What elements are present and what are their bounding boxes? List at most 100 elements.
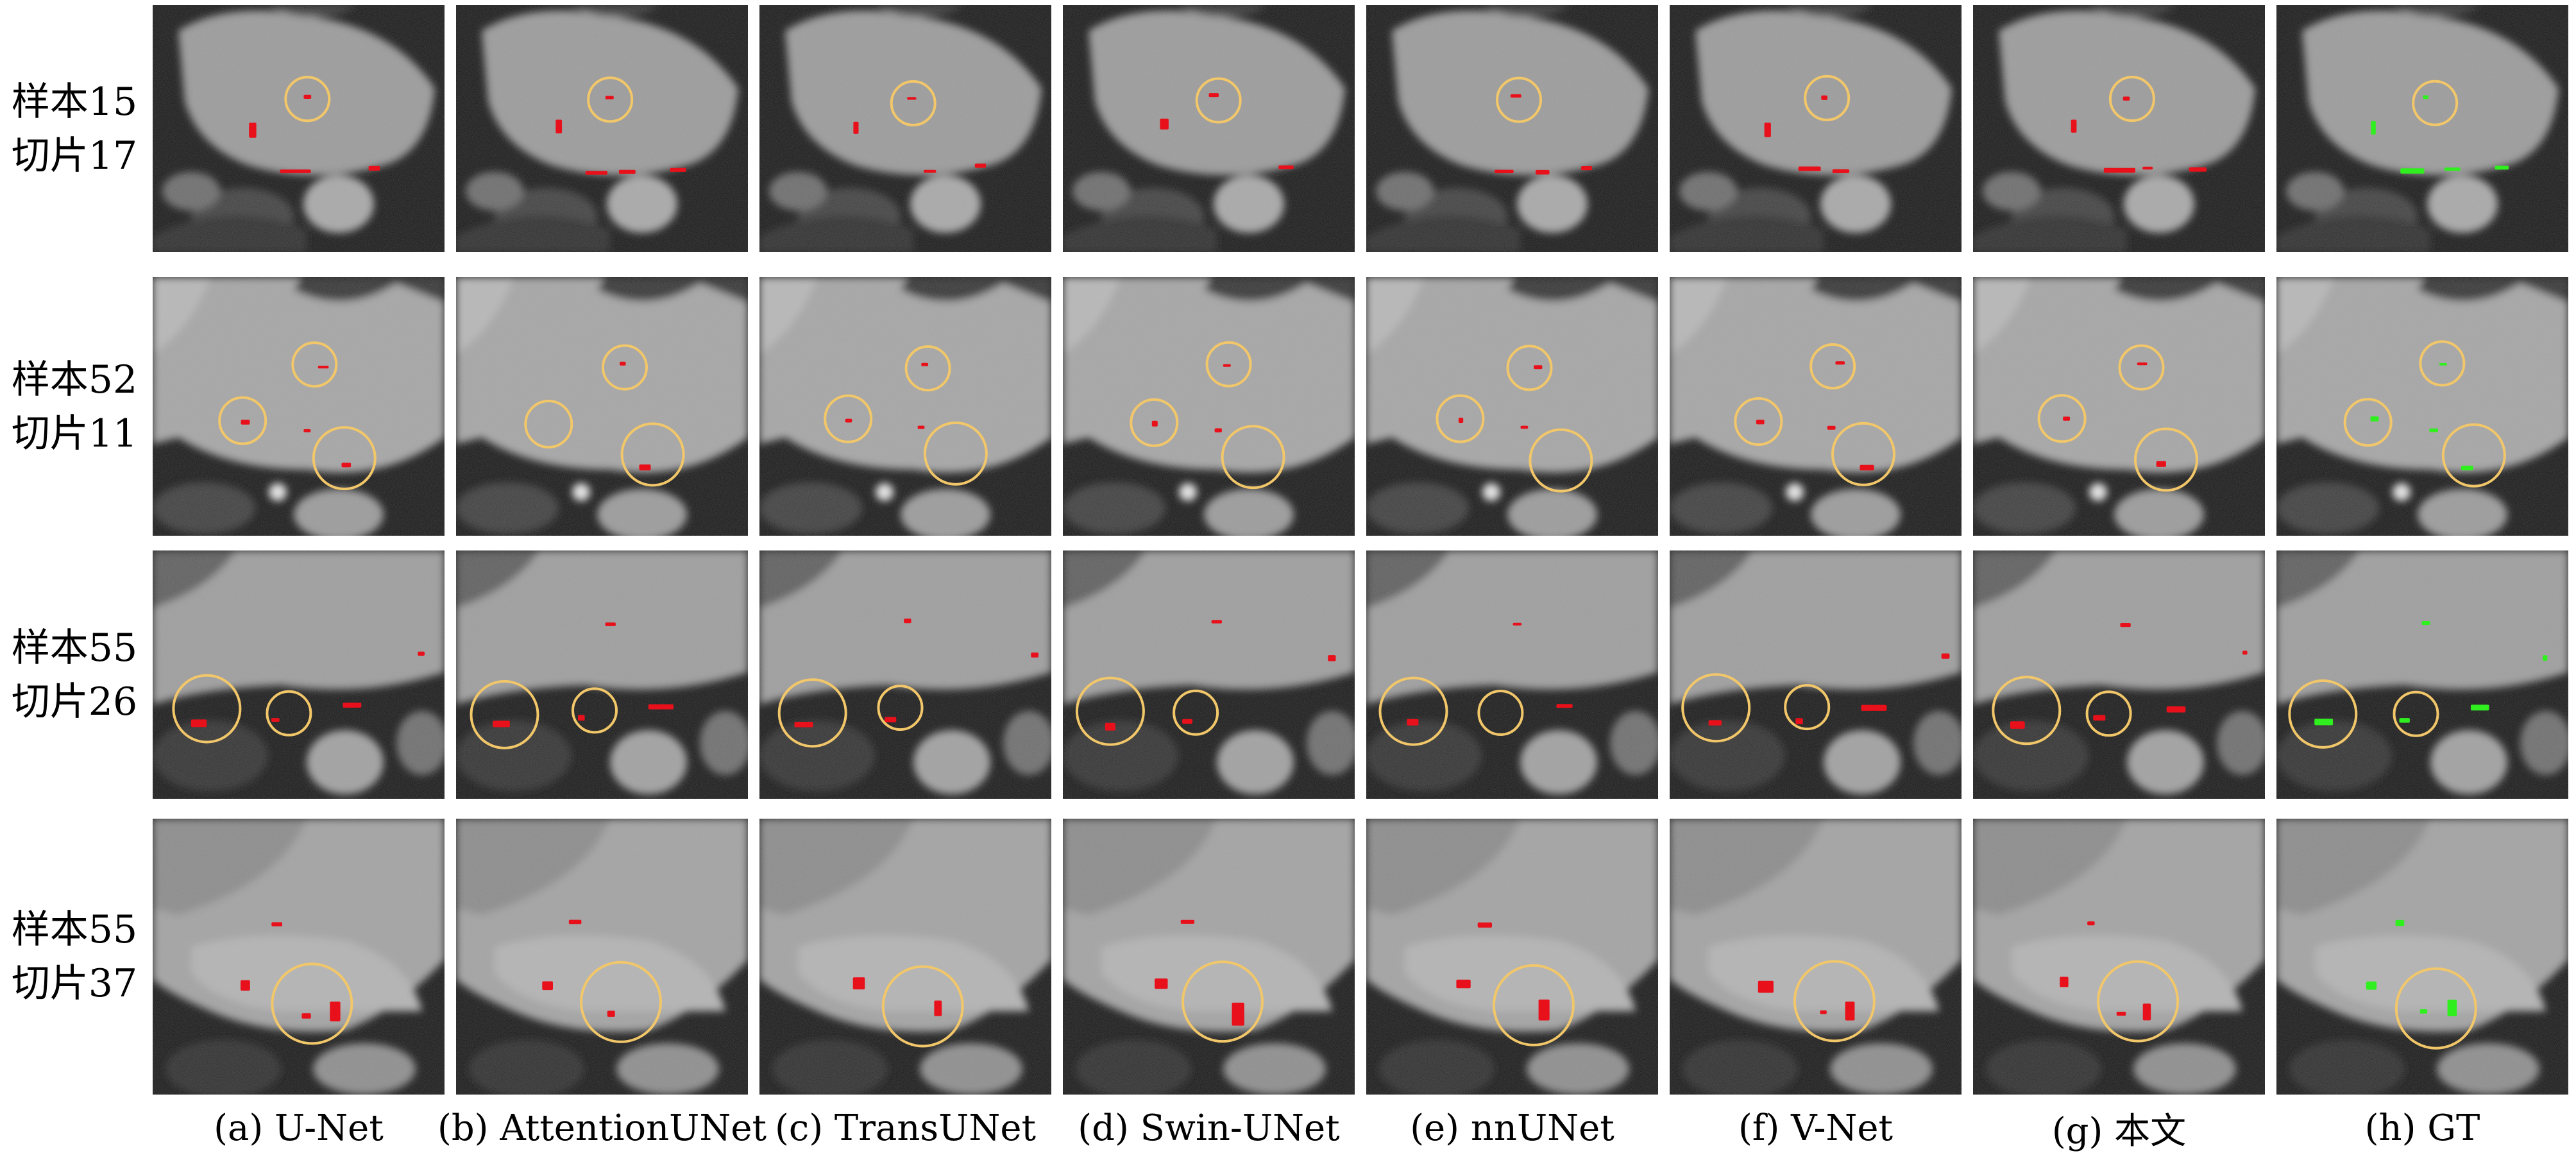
- prediction-mask: [845, 362, 929, 429]
- predicted-region: [271, 718, 280, 722]
- predicted-region: [2120, 623, 2131, 627]
- roi-highlight-circle: [2085, 690, 2132, 737]
- ground-truth-mask: [2370, 363, 2473, 471]
- mri-slice-image: [153, 277, 445, 536]
- mri-slice-image: [1973, 277, 2265, 536]
- gt-region: [2439, 363, 2447, 366]
- roi-circles: [1182, 960, 1264, 1043]
- predicted-region: [639, 464, 651, 471]
- prediction-mask: [2063, 362, 2166, 467]
- mri-tile-row2-d: [1063, 277, 1355, 536]
- predicted-region: [974, 163, 987, 168]
- gt-region: [2423, 95, 2428, 99]
- predicted-region: [368, 166, 380, 171]
- mri-slice-image: [1063, 550, 1355, 799]
- prediction-mask: [1407, 622, 1573, 726]
- roi-highlight-circle: [1681, 673, 1751, 743]
- mri-tile-row2-a: [153, 277, 445, 536]
- mri-slice-image: [1973, 819, 2265, 1095]
- roi-highlight-circle: [1173, 689, 1219, 736]
- predicted-region: [2093, 715, 2106, 721]
- roi-highlight-circle: [2343, 398, 2393, 447]
- column-caption-b: (b) AttentionUNet: [437, 1107, 767, 1149]
- prediction-mask: [2060, 921, 2151, 1021]
- prediction-mask: [1764, 95, 1850, 173]
- prediction-mask: [249, 94, 380, 173]
- roi-highlight-circle: [1075, 676, 1145, 746]
- mri-slice-image: [1063, 819, 1355, 1095]
- predicted-region: [241, 980, 250, 991]
- predicted-region: [1458, 418, 1464, 423]
- roi-highlight-circle: [1734, 397, 1783, 446]
- predicted-region: [1510, 94, 1521, 98]
- roi-highlight-circle: [291, 341, 338, 388]
- predicted-region: [1798, 166, 1821, 171]
- roi-circles: [2097, 960, 2180, 1043]
- mri-tile-row1-b: [456, 5, 748, 252]
- predicted-region: [1795, 718, 1803, 724]
- mri-slice-image: [2276, 550, 2568, 799]
- predicted-region: [2156, 461, 2166, 467]
- predicted-region: [1845, 1002, 1855, 1021]
- ground-truth-mask: [2366, 919, 2457, 1016]
- mri-slice-image: [1973, 5, 2265, 252]
- roi-circles: [524, 344, 685, 487]
- gt-region: [2470, 704, 2489, 711]
- roi-highlight-circle: [1477, 690, 1524, 736]
- predicted-region: [1495, 169, 1514, 173]
- prediction-mask: [493, 622, 674, 728]
- mri-tile-row1-a: [153, 5, 445, 252]
- row-slice-label: 切片17: [11, 133, 138, 178]
- mri-tile-row2-h: [2276, 277, 2568, 536]
- roi-highlight-circle: [271, 962, 353, 1045]
- row-sample-label: 样本55: [11, 625, 138, 670]
- predicted-region: [191, 719, 207, 728]
- roi-highlight-circle: [1436, 394, 1485, 443]
- roi-highlight-circle: [890, 80, 936, 126]
- mri-slice-image: [2276, 819, 2568, 1095]
- roi-circles: [2394, 967, 2477, 1050]
- roi-highlight-circle: [2134, 427, 2198, 492]
- prediction-mask: [1456, 922, 1550, 1021]
- predicted-region: [2142, 1003, 2151, 1021]
- roi-highlight-circle: [1492, 964, 1575, 1046]
- prediction-mask: [1756, 361, 1874, 471]
- row-label-1: 样本15 切片17: [0, 5, 149, 252]
- predicted-region: [2242, 651, 2248, 655]
- predicted-region: [1105, 722, 1115, 731]
- predicted-region: [2071, 119, 2077, 133]
- column-caption-g: (g) 本文: [2051, 1110, 2187, 1152]
- mri-slice-image: [456, 819, 748, 1095]
- roi-highlight-circle: [1130, 398, 1179, 447]
- roi-circles: [824, 345, 988, 486]
- prediction-mask: [1155, 919, 1244, 1026]
- roi-highlight-circle: [923, 421, 988, 486]
- gt-region: [2421, 621, 2430, 626]
- mri-tile-row1-c: [759, 5, 1051, 252]
- predicted-region: [2142, 166, 2153, 170]
- prediction-mask: [853, 97, 987, 173]
- predicted-region: [1211, 620, 1222, 624]
- predicted-region: [280, 169, 311, 173]
- column-caption-a: (a) U-Net: [214, 1107, 384, 1149]
- predicted-region: [555, 119, 563, 133]
- prediction-mask: [1160, 93, 1294, 169]
- roi-circles: [1734, 343, 1895, 486]
- predicted-region: [2116, 1011, 2126, 1016]
- column-caption-h: (h) GT: [2364, 1107, 2480, 1149]
- roi-highlight-circle: [2108, 76, 2155, 123]
- row-sample-label: 样本55: [11, 907, 138, 952]
- row-sample-label: 样本15: [11, 79, 138, 124]
- predicted-region: [934, 1000, 942, 1016]
- predicted-region: [343, 703, 362, 708]
- roi-circles: [1436, 345, 1593, 493]
- predicted-region: [1764, 123, 1771, 137]
- column-caption-d: (d) Swin-UNet: [1078, 1107, 1340, 1149]
- predicted-region: [1827, 425, 1836, 430]
- row-slice-label: 切片26: [11, 679, 138, 724]
- roi-circles: [2412, 80, 2459, 126]
- row-label-3: 样本55 切片26: [0, 550, 149, 799]
- predicted-region: [568, 919, 582, 925]
- predicted-region: [578, 715, 585, 721]
- prediction-mask: [794, 618, 1038, 728]
